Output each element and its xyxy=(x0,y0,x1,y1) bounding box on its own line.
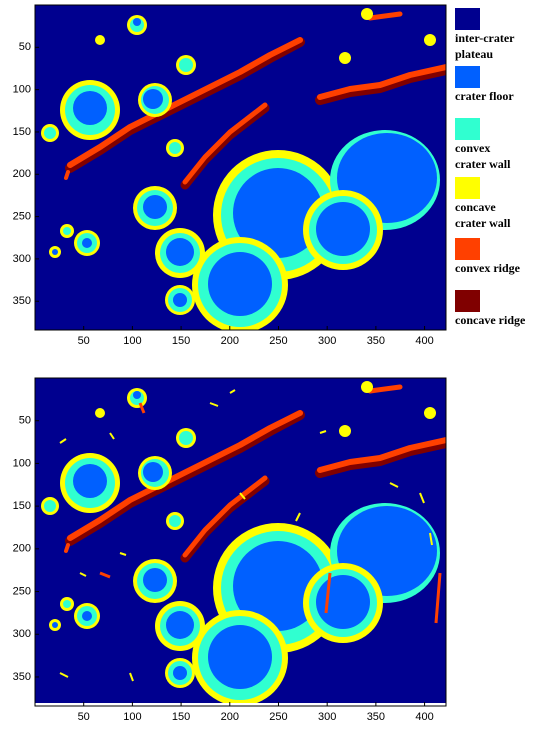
y-tick-label: 200 xyxy=(13,543,31,555)
y-tick-label: 100 xyxy=(13,457,31,469)
x-tick-label: 400 xyxy=(415,711,433,723)
y-tick-label: 300 xyxy=(13,253,31,265)
x-tick-label: 100 xyxy=(123,335,141,347)
y-tick-label: 300 xyxy=(13,628,31,640)
legend-swatch xyxy=(455,8,480,30)
x-tick-label: 200 xyxy=(221,711,239,723)
x-tick-label: 250 xyxy=(269,335,287,347)
x-tick-label: 150 xyxy=(172,711,190,723)
legend-swatch xyxy=(455,118,480,140)
legend: inter-crater plateau crater floor convex cra… xyxy=(455,8,526,327)
y-tick-label: 200 xyxy=(13,168,31,180)
y-tick-label: 50 xyxy=(19,41,31,53)
legend-label: convex xyxy=(455,141,490,155)
x-tick-label: 100 xyxy=(123,711,141,723)
legend-swatch xyxy=(455,290,480,312)
y-tick-label: 150 xyxy=(13,126,31,138)
x-tick-label: 350 xyxy=(367,335,385,347)
y-tick-label: 250 xyxy=(13,210,31,222)
map-panel-2 xyxy=(35,378,446,706)
legend-label: concave xyxy=(455,200,496,214)
legend-label: concave ridge xyxy=(455,313,526,327)
legend-swatch xyxy=(455,238,480,260)
x-tick-label: 300 xyxy=(318,335,336,347)
x-tick-label: 200 xyxy=(221,335,239,347)
legend-swatch xyxy=(455,66,480,88)
figure: 50 100 150 200 250 300 350 400 50 100 150 200 250 300… xyxy=(0,0,546,746)
legend-label: plateau xyxy=(455,47,493,61)
legend-label: crater wall xyxy=(455,157,511,171)
legend-label: crater wall xyxy=(455,216,511,230)
y-tick-label: 50 xyxy=(19,415,31,427)
legend-label: convex ridge xyxy=(455,261,521,275)
x-tick-label: 300 xyxy=(318,711,336,723)
y-tick-label: 350 xyxy=(13,671,31,683)
y-tick-label: 100 xyxy=(13,84,31,96)
x-tick-label: 400 xyxy=(415,335,433,347)
x-tick-label: 50 xyxy=(78,335,90,347)
x-tick-label: 250 xyxy=(269,711,287,723)
y-tick-label: 350 xyxy=(13,295,31,307)
x-tick-label: 150 xyxy=(172,335,190,347)
legend-swatch xyxy=(455,177,480,199)
y-tick-label: 250 xyxy=(13,585,31,597)
x-tick-label: 50 xyxy=(78,711,90,723)
y-tick-label: 150 xyxy=(13,500,31,512)
x-tick-label: 350 xyxy=(367,711,385,723)
map-panel-1 xyxy=(35,5,446,333)
legend-label: crater floor xyxy=(455,89,514,103)
legend-label: inter-crater xyxy=(455,31,515,45)
